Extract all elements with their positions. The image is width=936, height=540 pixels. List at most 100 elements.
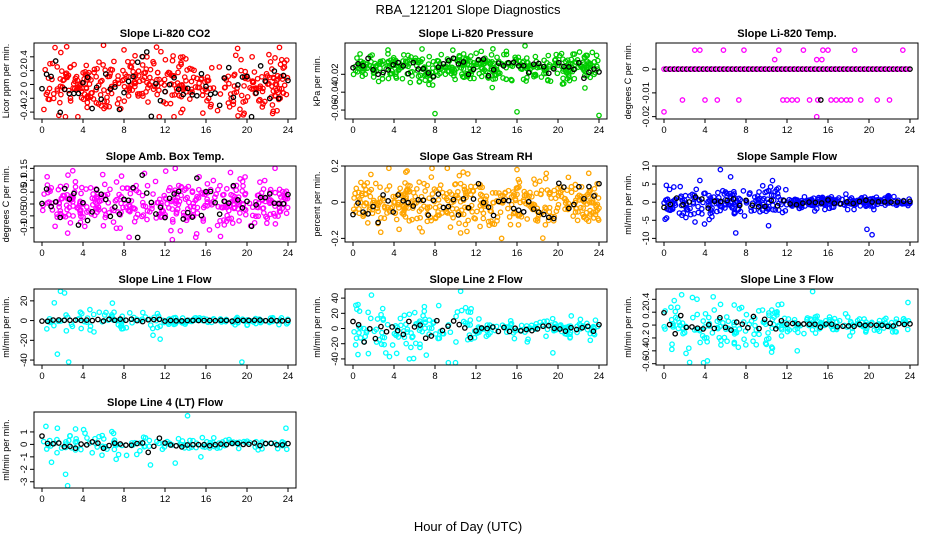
x-tick-label: 8 [743,248,748,259]
data-point [42,66,49,73]
data-point [109,300,116,307]
data-point [257,442,263,449]
data-point [145,316,152,323]
data-point [806,321,813,328]
data-point [497,209,504,216]
data-point [157,204,164,211]
data-point [554,70,561,77]
data-point [666,321,673,328]
data-point [83,204,90,210]
data-point [478,48,485,55]
data-point [121,89,127,96]
data-point [833,97,840,103]
plot-frame [655,165,919,243]
data-point [379,329,385,336]
data-point [182,56,189,62]
data-point [501,324,507,331]
y-tick-label: 0 [641,66,652,71]
data-point [177,228,184,234]
data-point [93,100,100,106]
data-point [454,309,461,315]
data-point [184,442,191,448]
data-point [715,325,721,332]
panel-title: Slope Line 1 Flow [119,274,212,286]
data-point [218,317,224,324]
data-point [272,203,278,209]
data-point [78,441,84,447]
data-point [139,62,146,68]
data-point [469,188,476,194]
data-point [96,198,103,205]
data-point [702,310,709,317]
data-point [538,187,545,194]
data-point [115,73,121,79]
data-point [494,217,500,224]
data-point [784,97,790,103]
data-point [470,60,477,66]
data-point [591,66,597,72]
data-point [167,184,173,191]
data-point [43,446,50,452]
data-point [661,109,667,115]
data-point [490,76,496,82]
data-point [584,52,591,59]
data-point [679,320,686,326]
data-point [248,113,255,120]
data-point [390,193,397,200]
data-point [750,313,757,320]
data-point [465,71,472,78]
data-point [528,193,535,200]
data-point [402,180,408,186]
data-point [370,197,377,204]
data-point [784,328,791,335]
data-point [225,200,232,206]
data-point [400,63,407,69]
data-point [689,191,696,198]
data-point [425,70,432,76]
data-point [134,317,140,324]
data-point [283,425,289,432]
data-point [534,218,541,224]
data-point [199,110,206,116]
data-point [280,72,287,79]
y-tick-label: 0 [641,322,652,327]
data-point [722,324,729,331]
x-tick-label: 0 [350,371,355,382]
data-point [255,213,262,220]
data-point [210,177,217,184]
data-point [113,456,120,463]
data-point [95,440,101,446]
data-point [107,213,114,220]
data-point [123,442,129,448]
data-point [386,183,393,189]
data-point [237,210,243,216]
data-point [272,165,278,172]
data-point [590,330,597,337]
x-tick-label: 20 [553,371,564,382]
data-point [520,209,527,215]
data-point [72,178,79,185]
data-point [229,318,235,324]
data-point [742,341,749,348]
data-point [377,184,383,191]
data-point [273,441,280,448]
data-point [754,193,761,199]
data-point [156,113,163,120]
data-point [724,197,730,204]
data-point [711,307,718,313]
data-point [117,441,124,447]
data-point [576,59,582,66]
data-point [584,58,590,65]
data-point [483,193,490,200]
y-tick-label: 0.4 [641,293,652,306]
x-tick-label: 12 [160,371,171,382]
data-point [357,199,364,206]
data-point [800,47,807,53]
data-point [581,199,588,205]
data-point [732,230,739,236]
data-point [701,190,707,197]
data-point [435,191,442,197]
data-point [502,189,509,196]
data-point [400,331,407,338]
data-point [80,79,86,86]
